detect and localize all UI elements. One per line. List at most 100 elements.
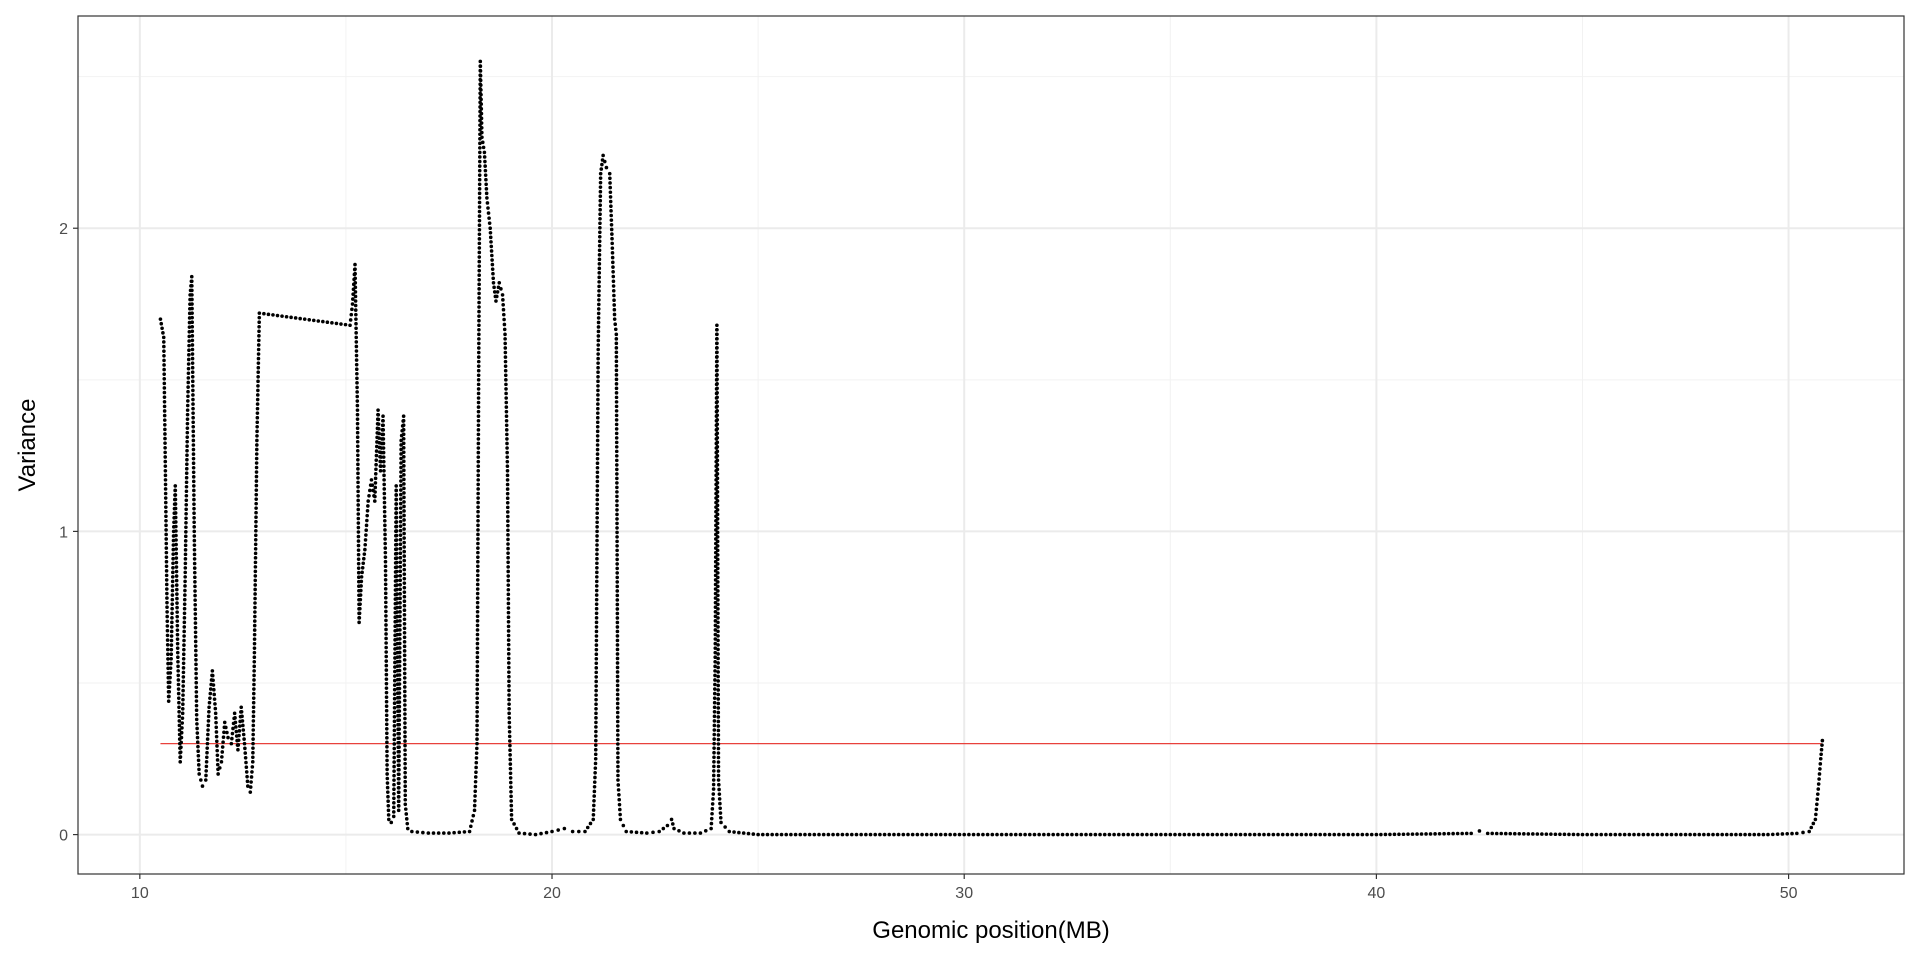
data-point: [354, 317, 358, 321]
data-point: [192, 502, 196, 506]
data-point: [183, 539, 188, 543]
data-point: [184, 525, 188, 530]
data-point: [1811, 821, 1816, 826]
data-point: [398, 592, 402, 596]
data-point: [384, 632, 388, 636]
data-point: [255, 443, 259, 447]
data-point: [166, 652, 170, 656]
data-point: [1365, 832, 1369, 837]
data-point: [206, 728, 210, 732]
data-point: [592, 794, 596, 798]
data-point: [1627, 832, 1632, 837]
data-point: [194, 657, 198, 662]
data-point: [376, 417, 381, 422]
data-point: [192, 538, 197, 543]
data-point: [203, 778, 208, 782]
data-point: [594, 620, 599, 625]
data-point: [194, 685, 199, 690]
data-point: [252, 678, 256, 682]
data-point: [185, 435, 190, 439]
data-point: [353, 299, 358, 303]
data-point: [356, 498, 360, 503]
data-point: [727, 829, 732, 834]
data-point: [391, 814, 396, 819]
data-point: [507, 679, 511, 684]
data-point: [197, 767, 201, 772]
data-point: [615, 490, 619, 494]
data-point: [174, 578, 179, 583]
data-point: [1037, 832, 1041, 837]
data-point: [385, 749, 389, 754]
data-point: [712, 737, 717, 741]
data-point: [715, 548, 720, 553]
data-point: [490, 267, 495, 271]
data-point: [615, 688, 620, 692]
data-point: [211, 683, 216, 687]
data-point: [254, 492, 259, 497]
data-point: [1266, 832, 1271, 837]
data-point: [1451, 831, 1455, 836]
data-point: [712, 700, 717, 705]
data-point: [397, 709, 402, 713]
data-point: [196, 763, 201, 767]
data-point: [598, 194, 603, 198]
data-point: [210, 669, 215, 673]
data-point: [597, 289, 601, 293]
data-point: [506, 624, 511, 629]
data-point: [614, 400, 619, 404]
data-point: [170, 593, 175, 597]
data-point: [215, 762, 220, 767]
data-point: [255, 406, 260, 411]
data-point: [191, 429, 196, 434]
data-point: [999, 832, 1004, 837]
data-point: [1567, 832, 1571, 837]
data-point: [615, 629, 620, 634]
data-point: [509, 817, 514, 822]
data-point: [1813, 817, 1818, 822]
data-point: [173, 506, 178, 511]
data-point: [1590, 832, 1594, 837]
data-point: [255, 429, 259, 434]
data-point: [592, 780, 597, 784]
data-point: [615, 602, 620, 607]
data-point: [298, 316, 302, 321]
data-point: [162, 376, 167, 381]
data-point: [1818, 756, 1823, 761]
data-point: [506, 523, 510, 528]
data-point: [398, 560, 403, 565]
data-point: [594, 725, 598, 729]
data-point: [402, 464, 406, 468]
data-point: [180, 706, 185, 711]
data-point: [506, 615, 511, 620]
data-point: [356, 494, 360, 498]
data-point: [639, 830, 644, 835]
data-point: [254, 474, 259, 479]
data-point: [213, 706, 218, 711]
data-point: [1477, 829, 1482, 833]
data-point: [476, 432, 481, 437]
data-point: [193, 612, 198, 616]
data-point: [506, 569, 510, 574]
data-point: [190, 315, 194, 320]
data-point: [476, 350, 481, 355]
data-point: [385, 772, 389, 776]
data-point: [594, 679, 598, 684]
data-point: [710, 811, 714, 816]
data-point: [1636, 832, 1641, 837]
data-point: [479, 107, 484, 111]
data-point: [480, 130, 484, 135]
data-point: [402, 455, 406, 459]
data-point: [169, 652, 174, 656]
data-point: [184, 489, 189, 494]
data-point: [252, 619, 257, 623]
data-point: [174, 569, 179, 574]
data-point: [399, 452, 403, 456]
data-point: [713, 623, 718, 628]
data-point: [164, 578, 169, 582]
data-point: [616, 788, 621, 792]
data-point: [160, 326, 164, 331]
data-point: [716, 625, 720, 629]
data-point: [392, 787, 396, 792]
data-point: [193, 602, 198, 607]
data-point: [253, 560, 258, 565]
